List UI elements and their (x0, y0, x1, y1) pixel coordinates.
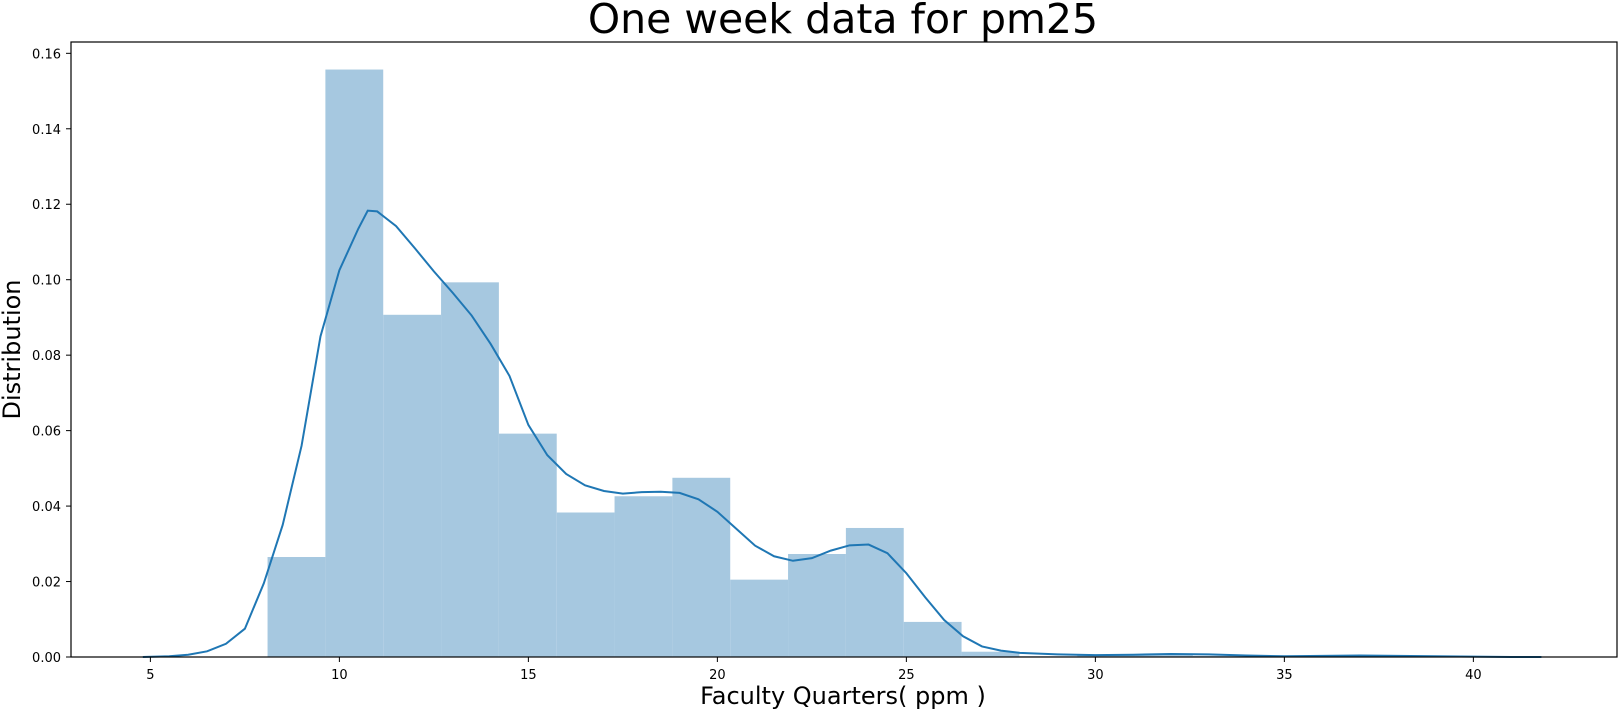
histogram-bar (498, 433, 557, 657)
histogram-bar (614, 496, 673, 657)
x-tick-label: 25 (898, 668, 915, 683)
x-axis-ticks: 5 10 15 20 25 30 35 40 (146, 657, 1482, 683)
histogram-bar (961, 651, 1020, 657)
x-tick-label: 40 (1465, 668, 1482, 683)
bars-layer (267, 69, 1540, 657)
y-tick-label: 0.00 (32, 651, 61, 666)
x-tick-label: 30 (1087, 668, 1104, 683)
y-axis-ticks: 0.00 0.02 0.04 0.06 0.08 0.10 0.12 0.14 0.16 (32, 47, 71, 666)
histogram-bar (325, 69, 384, 657)
y-tick-label: 0.14 (32, 123, 61, 138)
kde-line (142, 209, 1542, 658)
y-axis-title: Distribution (0, 279, 26, 419)
histogram-bar (788, 553, 846, 657)
y-tick-label: 0.16 (32, 47, 61, 62)
histogram-bar (441, 282, 499, 657)
y-tick-label: 0.10 (32, 274, 61, 289)
histogram-bar (845, 527, 904, 657)
y-tick-label: 0.12 (32, 198, 61, 213)
plot-frame (70, 41, 1618, 658)
histogram-bar (383, 314, 442, 657)
y-tick-label: 0.06 (32, 425, 61, 440)
y-tick-label: 0.02 (32, 576, 61, 591)
y-tick-label: 0.08 (32, 349, 61, 364)
x-axis-title: Faculty Quarters( ppm ) (700, 682, 986, 710)
x-tick-label: 5 (146, 668, 154, 683)
chart-title: One week data for pm25 (588, 0, 1098, 43)
x-tick-label: 10 (331, 668, 348, 683)
histogram-bar (1135, 655, 1193, 657)
x-tick-label: 20 (709, 668, 726, 683)
histogram-bar (267, 557, 326, 657)
y-tick-label: 0.04 (32, 500, 61, 515)
histogram-bar (672, 477, 731, 657)
histogram-bar (1077, 655, 1136, 657)
histogram-bar (730, 579, 789, 657)
x-tick-label: 15 (520, 668, 537, 683)
histogram-bar (556, 512, 615, 657)
x-tick-label: 35 (1276, 668, 1293, 683)
